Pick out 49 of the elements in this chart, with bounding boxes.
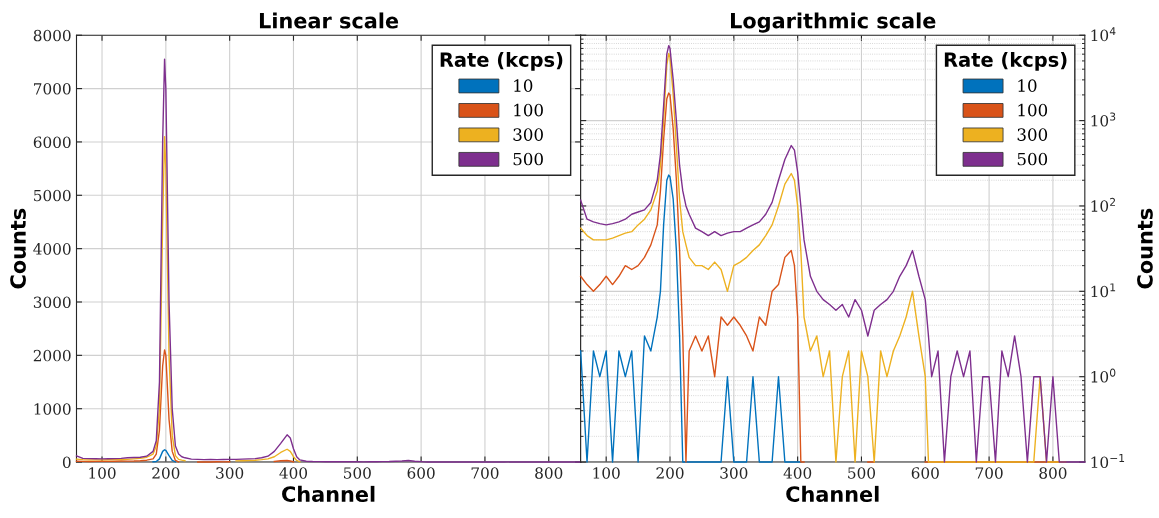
x-tick-label: 400 — [783, 467, 812, 479]
legend-label: 500 — [1017, 152, 1048, 166]
y2-tick-label: 10$^{0}$ — [1091, 368, 1116, 383]
y-tick-label: 1000 — [34, 403, 71, 415]
y2-tick-label: 10$^{−1}$ — [1091, 454, 1125, 468]
y-tick-label: 8000 — [33, 29, 71, 42]
legend-title: Rate (kcps) — [944, 51, 1067, 71]
line-series — [579, 174, 802, 463]
y-tick-label: 7000 — [34, 83, 71, 95]
legend-label: 300 — [1017, 128, 1048, 141]
x-tick-label: 600 — [407, 467, 435, 479]
y2-tick-label: 10$^{2}$ — [1091, 197, 1116, 212]
y-tick-label: 5000 — [34, 189, 71, 202]
x-tick-label: 500 — [848, 467, 876, 479]
x-tick-label: 100 — [593, 467, 620, 479]
legend-title: Rate (kcps) — [440, 51, 563, 71]
legend-label: 100 — [514, 103, 543, 117]
x-tick-label: 800 — [535, 467, 563, 479]
y-tick-label: 6000 — [33, 136, 71, 148]
y2-tick-label: 10$^{1}$ — [1091, 283, 1116, 298]
x-axis-title: Channel — [786, 485, 879, 502]
legend-label: 10 — [514, 79, 533, 92]
x-tick-label: 700 — [471, 467, 499, 479]
x-tick-label: 200 — [152, 467, 180, 479]
y-tick-label: 2000 — [33, 349, 71, 362]
y2-axis-title: Counts — [1137, 208, 1153, 289]
x-tick-label: 600 — [911, 467, 939, 479]
y2-tick-label: 10$^{4}$ — [1091, 27, 1116, 42]
legend-label: 500 — [513, 152, 543, 166]
y2-tick-label: 10$^{3}$ — [1091, 112, 1116, 127]
legend-label: 100 — [1018, 103, 1048, 117]
x-tick-label: 300 — [720, 467, 748, 479]
x-tick-label: 700 — [975, 467, 1003, 479]
x-tick-label: 100 — [89, 467, 116, 479]
y-axis-title: Counts — [10, 208, 26, 289]
y-tick-label: 4000 — [33, 243, 71, 255]
legend-label: 10 — [1018, 79, 1037, 92]
y-tick-label: 3000 — [33, 296, 71, 309]
x-tick-label: 200 — [656, 467, 684, 479]
legend-label: 300 — [513, 128, 543, 141]
x-tick-label: 300 — [216, 467, 244, 479]
chart-title: Linear scale — [259, 12, 399, 29]
x-tick-label: 800 — [1039, 467, 1067, 479]
x-axis-title: Channel — [282, 485, 375, 502]
x-tick-label: 500 — [344, 467, 371, 479]
line-series — [152, 449, 177, 463]
y-tick-label: 0 — [62, 456, 71, 469]
chart-title: Logarithmic scale — [731, 12, 936, 33]
x-tick-label: 400 — [279, 467, 308, 479]
